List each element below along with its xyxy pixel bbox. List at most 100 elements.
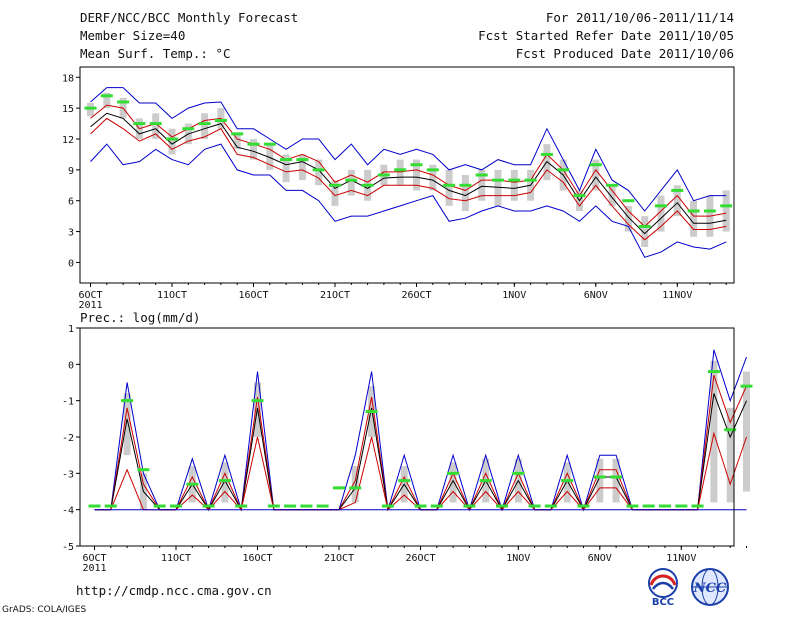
iqr-bar <box>743 371 750 492</box>
forecast-marker <box>589 163 602 167</box>
forecast-marker <box>202 504 215 508</box>
x-tick-label: 6OCT <box>82 553 106 564</box>
forecast-marker <box>104 504 117 508</box>
forecast-marker <box>691 504 704 508</box>
forecast-marker <box>740 384 753 388</box>
x-tick-label: 16OCT <box>242 553 272 564</box>
forecast-marker <box>117 100 130 104</box>
iqr-bar <box>103 92 111 109</box>
forecast-marker <box>263 142 276 146</box>
forecast-marker <box>316 504 329 508</box>
iqr-bar <box>722 190 730 232</box>
forecast-marker <box>659 504 671 508</box>
x-tick-label: 11NOV <box>662 290 692 301</box>
forecast-marker <box>100 94 113 98</box>
forecast-marker <box>137 468 150 472</box>
forecast-marker <box>475 173 488 177</box>
series-line-ensemble-mean <box>90 112 727 235</box>
bcc-logo: BCC <box>648 568 678 607</box>
y-tick-label: 0 <box>68 258 74 269</box>
iqr-bar <box>673 185 681 217</box>
iqr-bar <box>494 169 502 206</box>
forecast-marker <box>349 486 362 490</box>
iqr-bar <box>429 164 437 191</box>
forecast-marker <box>198 122 211 126</box>
y-tick-label: 9 <box>68 166 74 177</box>
forecast-marker <box>512 471 525 475</box>
x-tick-label: 6OCT <box>78 290 102 301</box>
forecast-marker <box>251 399 264 403</box>
forecast-marker <box>459 183 472 187</box>
iqr-bar <box>563 462 571 503</box>
y-tick-label: -3 <box>62 469 74 480</box>
iqr-bar <box>298 154 306 181</box>
forecast-marker <box>707 370 720 374</box>
forecast-marker <box>544 504 557 508</box>
y-tick-label: 0 <box>68 360 74 371</box>
y-tick-label: 1 <box>68 324 74 335</box>
iqr-bar <box>201 113 209 139</box>
forecast-marker <box>447 471 460 475</box>
x-tick-label: 21OCT <box>324 553 354 564</box>
iqr-bar <box>449 462 457 503</box>
forecast-marker <box>312 168 325 172</box>
iqr-bar <box>221 462 229 503</box>
iqr-bar <box>690 200 698 237</box>
forecast-marker <box>333 486 345 490</box>
forecast-marker <box>655 204 667 208</box>
forecast-marker <box>703 209 716 213</box>
forecast-marker <box>153 504 166 508</box>
refer-date: Fcst Started Refer Date 2011/10/05 <box>478 28 734 43</box>
x-tick-label: 11OCT <box>157 290 187 301</box>
iqr-bar <box>461 175 469 211</box>
forecast-marker <box>642 504 655 508</box>
forecast-marker <box>430 504 443 508</box>
iqr-bar <box>123 393 131 456</box>
forecast-marker <box>557 168 570 172</box>
iqr-bar <box>413 159 420 191</box>
y-tick-label: 18 <box>62 73 74 84</box>
forecast-marker <box>361 183 374 187</box>
y-tick-label: 6 <box>68 197 74 208</box>
forecast-marker <box>247 142 260 146</box>
iqr-bar <box>624 205 632 232</box>
forecast-marker <box>561 479 574 483</box>
x-tick-label: 26OCT <box>401 290 431 301</box>
forecast-marker <box>573 194 586 198</box>
forecast-marker <box>675 504 688 508</box>
iqr-bar <box>592 159 600 191</box>
forecast-marker <box>381 504 394 508</box>
year-label: 2011 <box>78 300 102 311</box>
iqr-bar <box>152 113 160 139</box>
iqr-bar <box>478 169 486 201</box>
forecast-marker <box>414 504 427 508</box>
forecast-marker <box>218 479 231 483</box>
iqr-bar <box>347 169 355 196</box>
forecast-marker <box>622 199 635 203</box>
forecast-marker <box>638 224 651 228</box>
forecast-marker <box>479 479 492 483</box>
plot-frame <box>79 327 735 547</box>
source-url[interactable]: http://cmdp.ncc.cma.gov.cn <box>76 583 272 598</box>
y-tick-label: 12 <box>62 135 74 146</box>
forecast-marker <box>345 178 358 182</box>
iqr-bar <box>510 169 518 201</box>
forecast-marker <box>724 428 737 432</box>
y-tick-label: -4 <box>62 506 74 517</box>
forecast-marker <box>492 178 504 182</box>
chart-title: DERF/NCC/BCC Monthly Forecast <box>80 10 299 25</box>
forecast-marker <box>300 504 313 508</box>
year-label: 2011 <box>82 563 106 574</box>
forecast-marker <box>170 504 182 508</box>
plot-frame <box>79 66 735 284</box>
x-tick-label: 6NOV <box>588 553 612 564</box>
forecast-marker <box>166 137 178 141</box>
iqr-bar <box>612 458 620 503</box>
x-tick-label: 11NOV <box>666 553 696 564</box>
forecast-marker <box>463 504 476 508</box>
forecast-marker <box>84 106 97 110</box>
forecast-marker <box>296 158 309 162</box>
forecast-marker <box>394 168 407 172</box>
forecast-marker <box>186 482 199 486</box>
